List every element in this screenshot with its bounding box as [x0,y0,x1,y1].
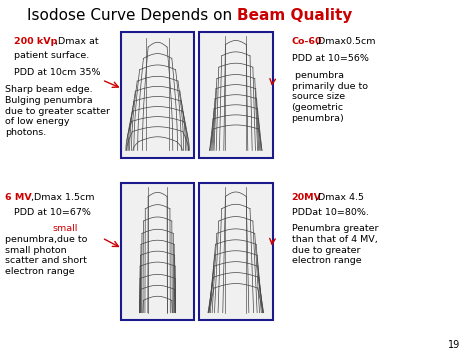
Text: Co-60: Co-60 [292,37,322,46]
Text: 19: 19 [447,340,460,350]
Text: source size: source size [292,92,345,101]
Text: PDDat 10=80%.: PDDat 10=80%. [292,208,368,217]
Text: Penumbra greater: Penumbra greater [292,224,378,233]
Text: 200 kVp: 200 kVp [14,37,58,46]
Text: scatter and short: scatter and short [5,256,87,265]
Text: Bulging penumbra: Bulging penumbra [5,96,92,105]
Text: due to greater: due to greater [292,246,360,255]
Text: photons.: photons. [5,128,46,137]
Bar [199,32,273,158]
Text: Isodose Curve Depends on: Isodose Curve Depends on [27,8,237,23]
Text: Beam Quality: Beam Quality [237,8,352,23]
Bar [121,32,194,158]
Text: than that of 4 MV,: than that of 4 MV, [292,235,377,244]
Text: electron range: electron range [5,267,74,276]
Text: PDD at 10=56%: PDD at 10=56% [292,54,368,63]
Text: ,Dmax 1.5cm: ,Dmax 1.5cm [31,193,94,202]
Text: electron range: electron range [292,256,361,265]
Text: (geometric: (geometric [292,103,344,112]
Text: 20MV: 20MV [292,193,321,202]
Text: due to greater scatter: due to greater scatter [5,106,110,115]
Text: penumbra: penumbra [292,71,344,80]
Text: small: small [52,224,78,233]
Text: 6 MV: 6 MV [5,193,31,202]
Text: PDD at 10=67%: PDD at 10=67% [14,208,91,217]
Bar [199,183,273,320]
Text: primarily due to: primarily due to [292,82,367,91]
Text: PDD at 10cm 35%: PDD at 10cm 35% [14,68,100,77]
Text: penumbra,due to: penumbra,due to [5,235,87,244]
Text: small photon: small photon [5,246,66,255]
Text: Sharp beam edge.: Sharp beam edge. [5,85,92,94]
Text: ,Dmax 4.5: ,Dmax 4.5 [315,193,364,202]
Text: ,Dmax at: ,Dmax at [55,37,98,46]
Text: penumbra): penumbra) [292,114,344,122]
Text: of low energy: of low energy [5,117,69,126]
Text: patient surface.: patient surface. [14,51,90,60]
Bar [121,183,194,320]
Text: ,Dmax0.5cm: ,Dmax0.5cm [315,37,376,46]
